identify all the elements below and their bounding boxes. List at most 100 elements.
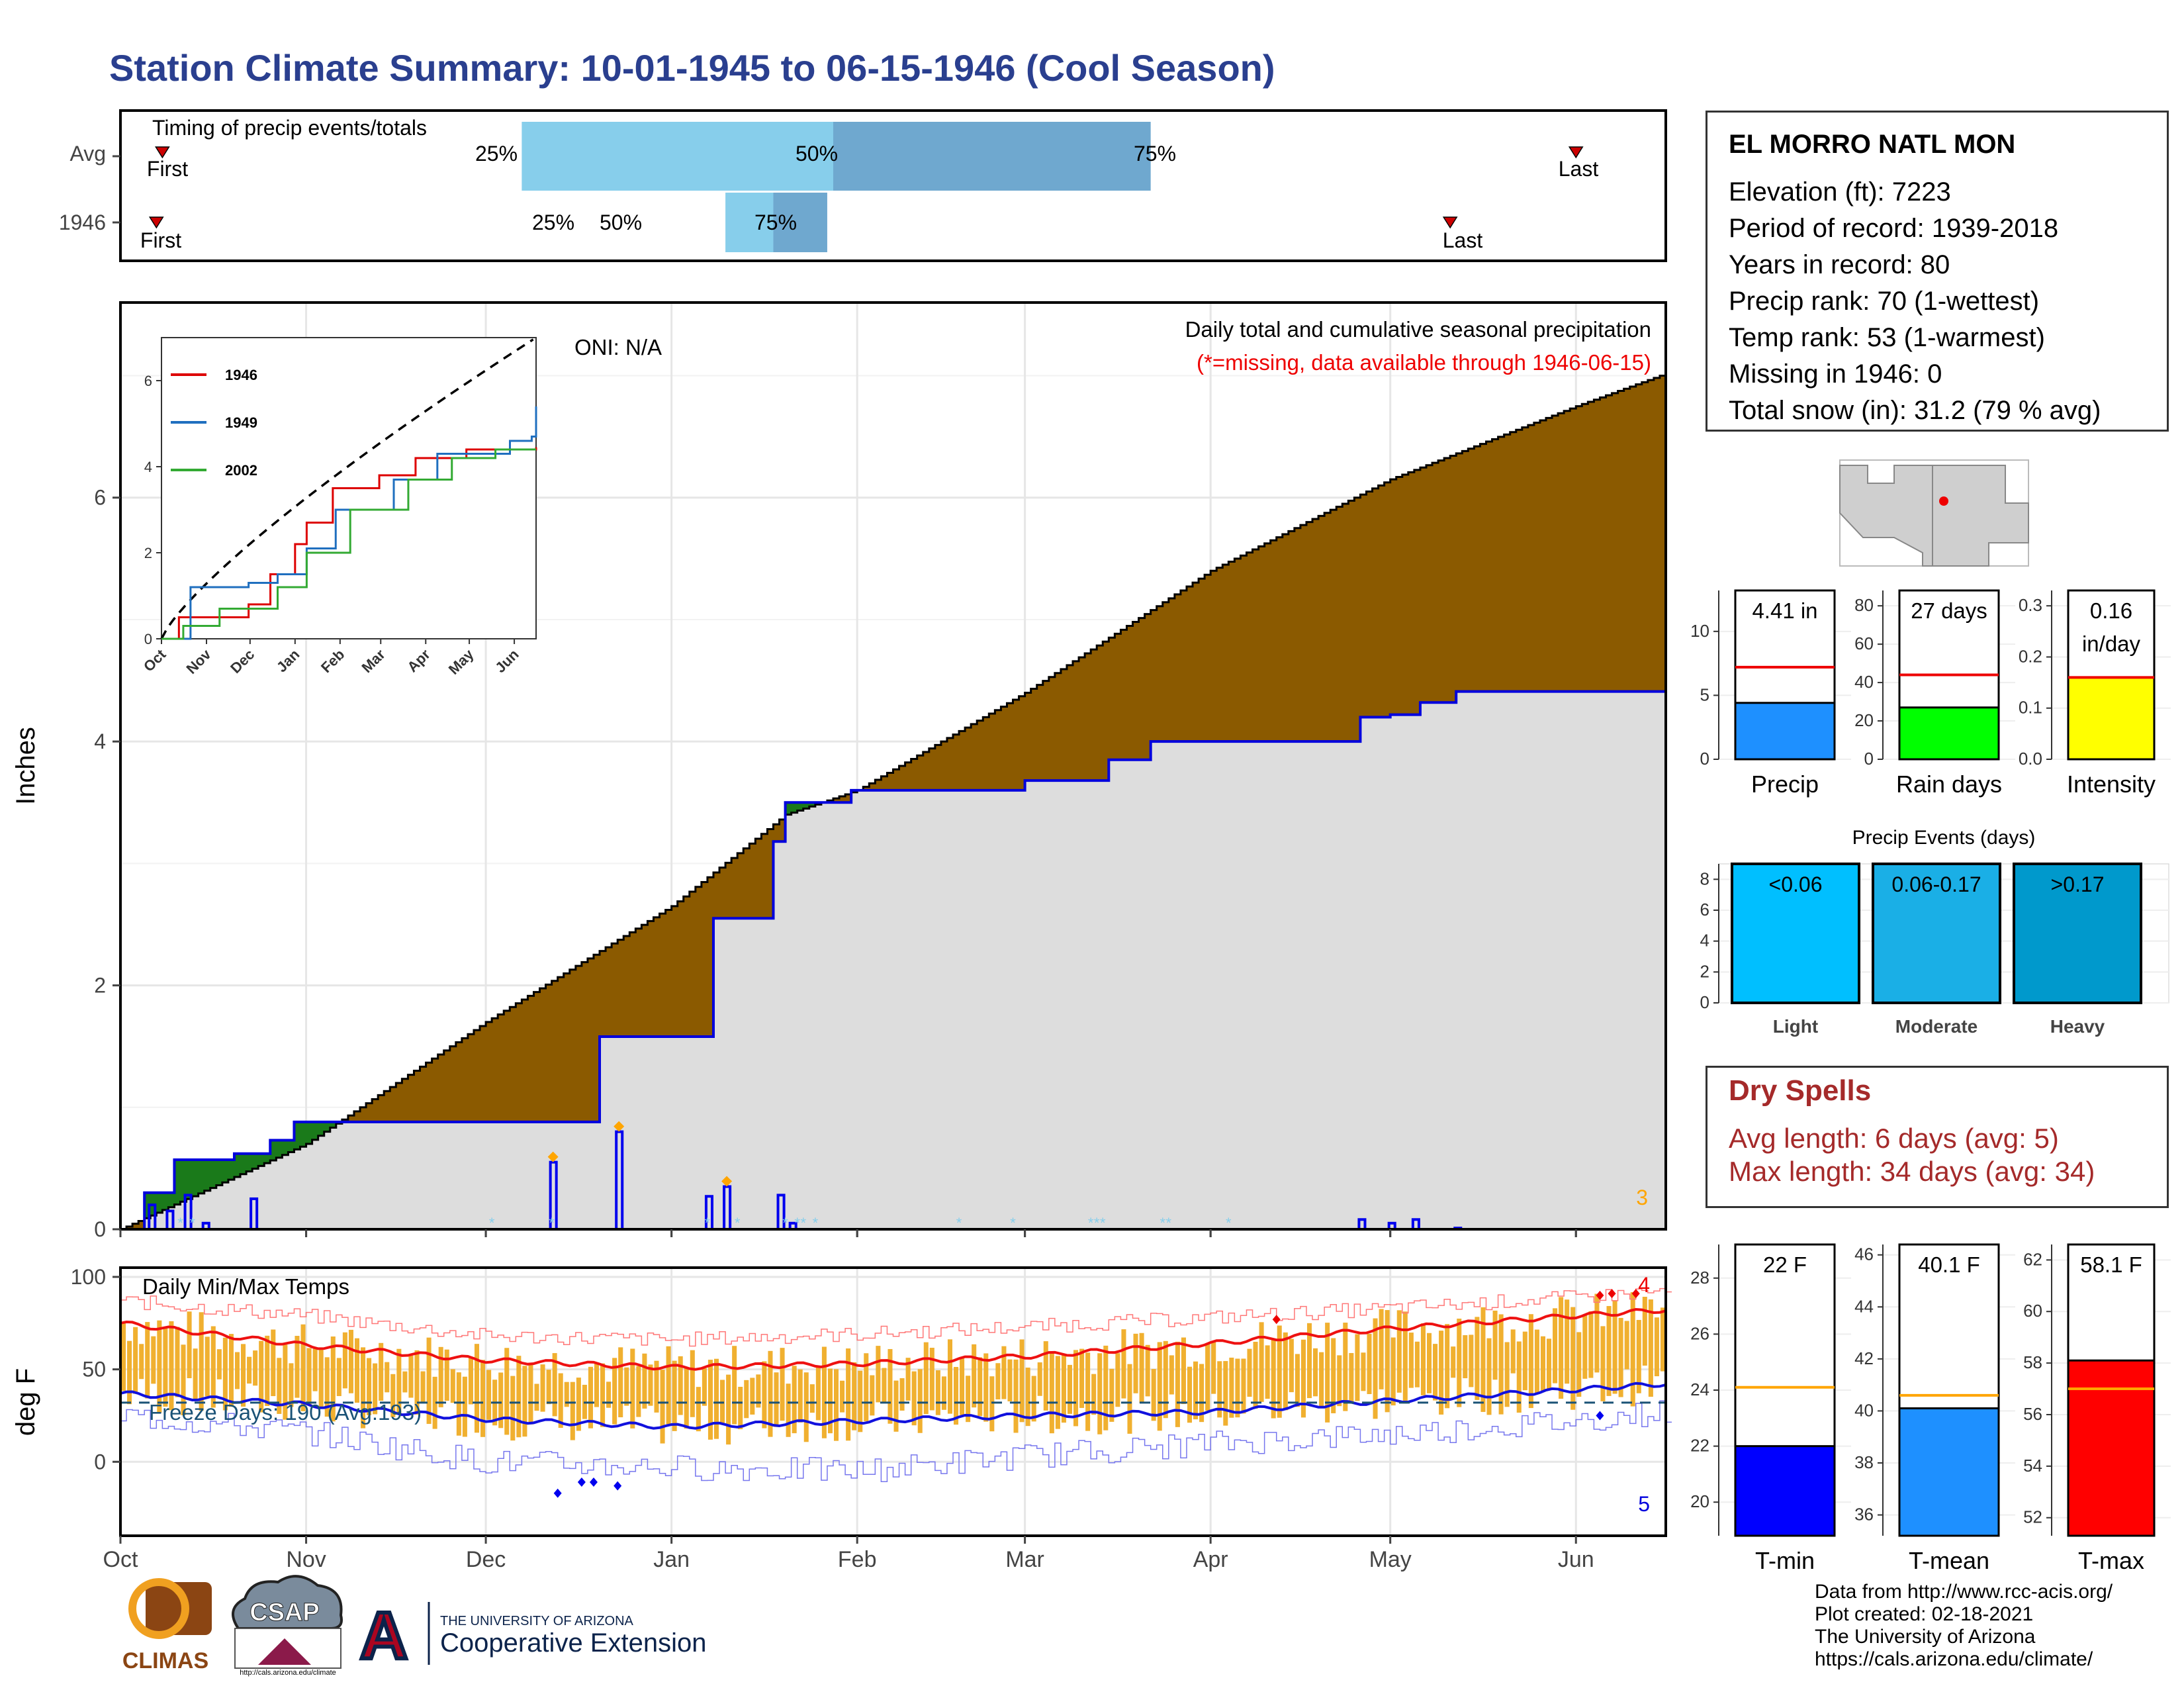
daily-temp-range-bar [870,1375,875,1416]
daily-temp-range-bar [318,1348,324,1408]
daily-temp-range-bar [1133,1333,1138,1393]
daily-temp-range-bar [1001,1346,1007,1399]
event-range-label: <0.06 [1769,872,1823,896]
daily-temp-range-bar [1181,1337,1186,1405]
daily-temp-range-bar [1492,1310,1498,1380]
event-bar-light [1731,863,1860,1004]
daily-temp-range-bar [1306,1323,1312,1399]
daily-temp-range-bar [1277,1325,1282,1418]
daily-temp-range-bar [1331,1338,1336,1413]
daily-temp-range-bar [797,1369,803,1423]
daily-temp-range-bar [803,1372,809,1442]
daily-temp-range-bar [1229,1357,1234,1418]
daily-temp-range-bar [342,1332,347,1389]
daily-temp-range-bar [181,1344,186,1415]
daily-temp-range-bar [1217,1361,1222,1418]
record-low-line [120,1400,1672,1483]
daily-temp-range-bar [1235,1358,1240,1418]
daily-temp-range-bar [612,1358,617,1425]
avg-q50-label: 50% [796,142,838,165]
daily-temp-range-bar [1546,1338,1552,1389]
timing-box-upper [833,122,1151,191]
station-elevation: Elevation (ft): 7223 [1729,177,1951,207]
mini-y-tick-label: 54 [2023,1456,2042,1476]
events-y-tick-label: 2 [1700,961,1709,981]
mini-bar-value [1898,706,2000,761]
daily-temp-range-bar [1612,1300,1617,1394]
daily-temp-range-bar [426,1337,432,1425]
event-range-label: >0.17 [2051,872,2105,896]
daily-temp-range-bar [175,1327,180,1397]
daily-temp-range-bar [1570,1307,1576,1410]
temp-lo-record-count: 5 [1638,1492,1650,1516]
daily-temp-range-bar [1037,1362,1042,1396]
daily-temp-range-bar [1565,1299,1570,1384]
daily-temp-range-bar [989,1376,995,1432]
mini-category-label: T-max [2078,1547,2144,1574]
ua-big-text: Cooperative Extension [440,1628,706,1658]
daily-temp-range-bar [277,1358,282,1414]
daily-temp-range-bar [774,1372,779,1427]
daily-temp-range-bar [552,1353,557,1417]
station-snow: Total snow (in): 31.2 (79 % avg) [1729,396,2101,425]
inset-series-2002-line [161,448,536,640]
daily-temp-range-bar [840,1380,845,1413]
daily-temp-range-bar [1295,1354,1300,1407]
mini-category-label: Intensity [2067,771,2156,798]
trace-marker: * [189,1215,195,1231]
temp-month-label: Mar [1005,1547,1044,1572]
mini-y-tick-label: 62 [2023,1249,2042,1269]
mini-y-tick-label: 80 [1854,595,1874,615]
daily-temp-range-bar [1534,1329,1539,1393]
daily-temp-range-bar [1522,1331,1527,1391]
daily-temp-range-bar [432,1376,437,1429]
timing-row-avg-label: Avg [69,142,106,165]
daily-temp-range-bar [905,1358,911,1401]
inset-legend-label: 1946 [225,367,257,383]
daily-temp-range-bar [498,1372,504,1429]
daily-temp-range-bar [450,1369,455,1403]
daily-temp-range-bar [1576,1332,1582,1397]
daily-temp-range-bar [809,1384,815,1413]
daily-temp-range-bar [642,1353,647,1409]
daily-temp-range-bar [367,1358,372,1415]
inset-legend-label: 1949 [225,414,257,431]
daily-temp-range-bar [1426,1333,1432,1393]
mini-value-label: 4.41 in [1752,598,1817,623]
daily-temp-range-bar [480,1360,486,1437]
station-precip-rank: Precip rank: 70 (1-wettest) [1729,287,2040,316]
daily-temp-range-bar [1121,1329,1126,1399]
station-temp-rank: Temp rank: 53 (1-warmest) [1729,323,2045,352]
daily-temp-range-bar [1654,1317,1659,1377]
daily-temp-range-bar [283,1344,288,1420]
mini-y-tick-label: 22 [1690,1436,1709,1456]
mini-y-tick-label: 36 [1854,1505,1874,1524]
daily-temp-range-bar [707,1360,713,1440]
temp-y-label: deg F [11,1368,40,1436]
daily-temp-range-bar [1463,1335,1468,1379]
station-name: EL MORRO NATL MON [1729,130,2016,159]
daily-temp-range-bar [1031,1376,1036,1422]
daily-temp-range-bar [1480,1307,1486,1412]
daily-temp-range-bar [408,1355,414,1398]
daily-temp-range-bar [1516,1341,1522,1413]
daily-temp-range-bar [1396,1310,1402,1393]
trace-marker: * [705,1215,711,1231]
daily-temp-range-bar [594,1362,600,1407]
record-low-marker [589,1477,598,1487]
mini-bar-value [2067,676,2156,761]
daily-temp-range-bar [312,1348,318,1391]
precip-frame [119,301,1667,1231]
daily-temp-range-bar [139,1344,144,1380]
daily-temp-range-bar [1091,1374,1097,1415]
daily-temp-range-bar [462,1376,467,1437]
mini-value-label: 27 days [1911,598,1987,623]
heavy-event-diamond [614,1121,625,1132]
y1946-last-label: Last [1443,228,1483,252]
avg-q25-label: 25% [475,142,518,165]
daily-temp-range-bar [606,1382,612,1408]
precip-axis: 0 2 4 6 [94,486,1577,1241]
daily-temp-range-bar [510,1376,516,1441]
daily-temp-range-bar [1265,1345,1270,1399]
